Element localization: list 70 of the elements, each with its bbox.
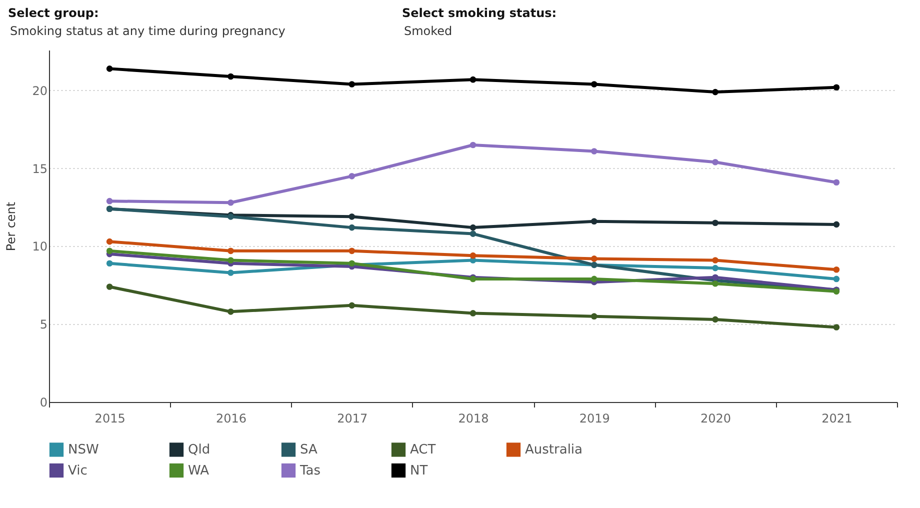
point [833,266,840,273]
point [590,148,598,154]
legend-label: WA [188,464,210,478]
point [106,198,113,204]
point [590,256,598,262]
point [712,316,718,323]
point [106,238,113,245]
legend-label: SA [300,442,318,458]
point [833,324,840,330]
x-tick-label: 2018 [458,412,489,426]
point [470,252,476,259]
point [228,73,234,80]
y-tick-label: 5 [40,318,48,332]
y-tick-label: 15 [32,162,48,176]
x-tick-label: 2016 [216,412,246,426]
point [228,199,234,206]
x-tick-label: 2021 [822,412,852,426]
point [348,224,356,231]
point [106,260,113,267]
point [712,257,718,264]
point [712,158,718,166]
point [590,81,598,88]
x-tick-label: 2019 [579,412,610,426]
y-axis-title: Per cent [4,202,18,252]
point [470,76,476,83]
point [228,257,234,264]
x-tick-label: 2015 [94,412,126,426]
y-tick-label: 10 [32,240,48,254]
point [470,142,476,148]
text: Smoked [404,24,452,38]
point [712,88,718,96]
point [712,264,718,272]
point [833,276,840,282]
text: Select group: [8,6,99,20]
point [470,230,476,237]
point [106,66,113,72]
point [106,248,113,254]
point [833,84,840,91]
point [470,224,476,231]
point [712,280,718,287]
point [106,284,113,290]
point [590,313,598,320]
y-tick-label: 0 [40,396,48,410]
point [833,221,840,228]
point [470,310,476,316]
point [348,248,356,254]
point [590,218,598,224]
point [348,214,356,220]
point [833,179,840,186]
legend-label: ACT [410,442,436,458]
y-tick-label: 20 [32,84,48,98]
legend-label: Vic [68,464,88,478]
legend-label: Qld [188,442,210,458]
point [228,270,234,276]
point [712,220,718,226]
x-tick-label: 2020 [700,412,732,426]
point [590,276,598,282]
point [228,308,234,315]
x-tick-label: 2017 [337,412,368,426]
point [712,274,718,281]
legend-label: Tas [299,464,321,478]
point [348,81,356,88]
point [228,248,234,254]
point [348,173,356,180]
text: Select smoking status: [402,6,557,20]
legend-label: NSW [68,442,99,458]
text: Smoking status at any time during pregnancy [10,24,286,38]
legend-label: NT [410,464,428,478]
point [348,302,356,309]
legend-label: Australia [525,442,583,458]
